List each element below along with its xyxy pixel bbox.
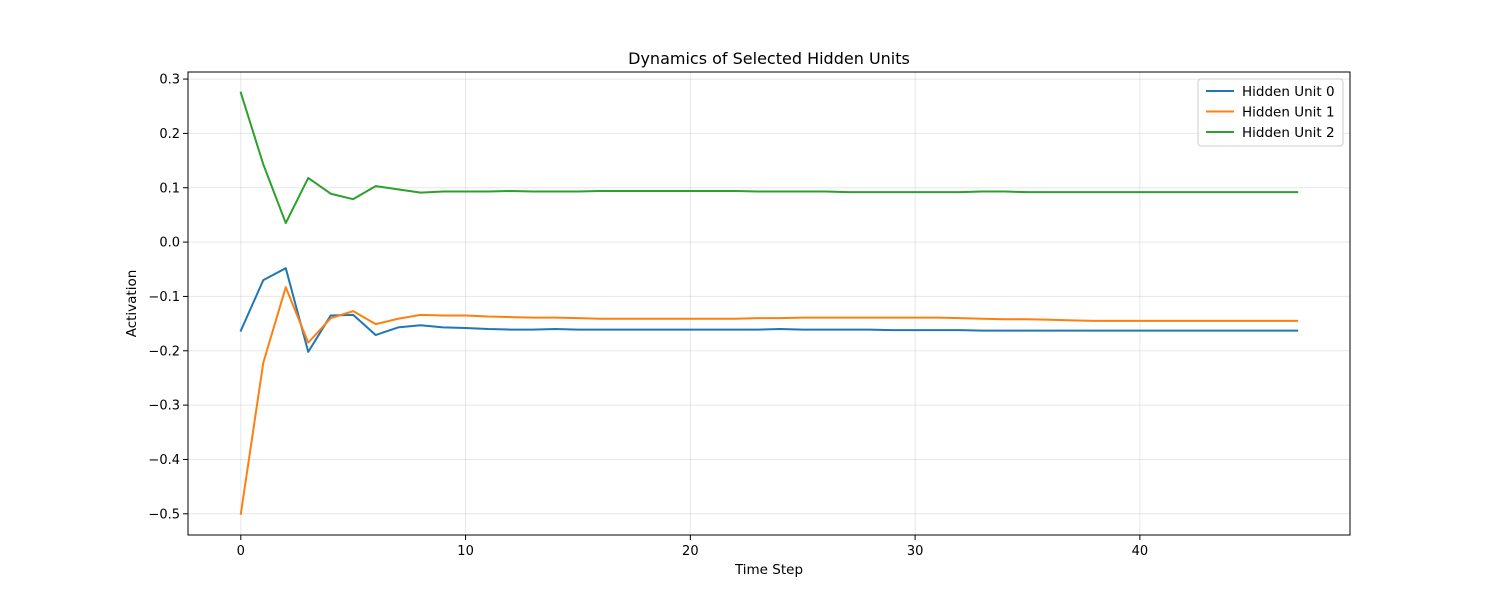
legend-label: Hidden Unit 0 xyxy=(1242,84,1335,100)
y-tick-label: −0.2 xyxy=(148,344,180,359)
legend-box xyxy=(1197,78,1344,147)
legend-label: Hidden Unit 2 xyxy=(1242,125,1335,141)
x-axis-label: Time Step xyxy=(734,562,803,578)
x-tick-label: 40 xyxy=(1132,544,1149,559)
y-tick-label: −0.1 xyxy=(148,290,180,305)
y-axis-ticks: −0.5 −0.4 −0.3 −0.2 −0.1 0.0 0.1 0.2 0.3 xyxy=(148,73,188,522)
series-lines xyxy=(239,91,1299,515)
y-tick-label: 0.0 xyxy=(159,236,180,251)
grid xyxy=(188,72,1350,535)
chart-title: Dynamics of Selected Hidden Units xyxy=(628,49,910,68)
x-tick-label: 0 xyxy=(237,544,245,559)
legend: Hidden Unit 0 Hidden Unit 1 Hidden Unit 2 xyxy=(1197,78,1344,147)
y-tick-label: 0.1 xyxy=(159,181,180,196)
y-tick-label: −0.3 xyxy=(148,399,180,414)
y-tick-label: −0.4 xyxy=(148,453,180,468)
y-tick-label: 0.3 xyxy=(159,73,180,88)
plot-frame xyxy=(187,71,1351,536)
x-tick-label: 30 xyxy=(907,544,924,559)
legend-label: Hidden Unit 1 xyxy=(1242,105,1335,121)
x-tick-label: 20 xyxy=(682,544,699,559)
series-line-hidden-unit-2 xyxy=(239,91,1299,225)
y-axis-label: Activation xyxy=(124,270,140,338)
y-tick-label: 0.2 xyxy=(159,127,180,142)
series-line-hidden-unit-1 xyxy=(239,286,1299,515)
x-tick-label: 10 xyxy=(457,544,474,559)
y-tick-label: −0.5 xyxy=(148,507,180,522)
x-axis-ticks: 0 10 20 30 40 xyxy=(237,535,1148,559)
series-line-hidden-unit-0 xyxy=(239,267,1299,353)
